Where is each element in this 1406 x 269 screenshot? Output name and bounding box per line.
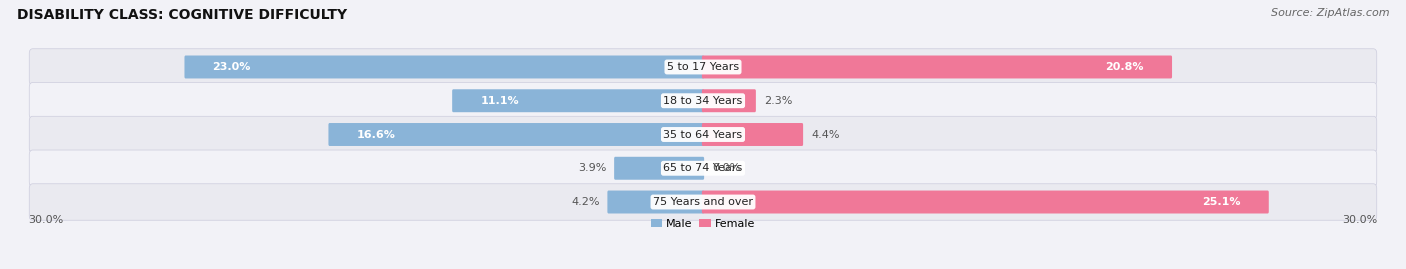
Text: 3.9%: 3.9% [578, 163, 606, 173]
Text: DISABILITY CLASS: COGNITIVE DIFFICULTY: DISABILITY CLASS: COGNITIVE DIFFICULTY [17, 8, 347, 22]
Text: 18 to 34 Years: 18 to 34 Years [664, 96, 742, 106]
Text: 25.1%: 25.1% [1202, 197, 1240, 207]
FancyBboxPatch shape [30, 116, 1376, 153]
Text: 16.6%: 16.6% [357, 129, 395, 140]
Text: 20.8%: 20.8% [1105, 62, 1144, 72]
Text: 23.0%: 23.0% [212, 62, 250, 72]
Text: 2.3%: 2.3% [763, 96, 792, 106]
Text: 30.0%: 30.0% [1343, 215, 1378, 225]
FancyBboxPatch shape [30, 49, 1376, 85]
FancyBboxPatch shape [30, 83, 1376, 119]
FancyBboxPatch shape [614, 157, 704, 180]
FancyBboxPatch shape [702, 89, 756, 112]
Text: 11.1%: 11.1% [481, 96, 519, 106]
Text: Source: ZipAtlas.com: Source: ZipAtlas.com [1271, 8, 1389, 18]
FancyBboxPatch shape [702, 55, 1173, 79]
Text: 5 to 17 Years: 5 to 17 Years [666, 62, 740, 72]
FancyBboxPatch shape [184, 55, 704, 79]
Legend: Male, Female: Male, Female [651, 218, 755, 229]
FancyBboxPatch shape [30, 150, 1376, 186]
Text: 35 to 64 Years: 35 to 64 Years [664, 129, 742, 140]
Text: 4.4%: 4.4% [811, 129, 839, 140]
Text: 4.2%: 4.2% [571, 197, 599, 207]
Text: 0.0%: 0.0% [711, 163, 740, 173]
FancyBboxPatch shape [607, 190, 704, 214]
FancyBboxPatch shape [30, 184, 1376, 220]
Text: 65 to 74 Years: 65 to 74 Years [664, 163, 742, 173]
FancyBboxPatch shape [329, 123, 704, 146]
FancyBboxPatch shape [702, 123, 803, 146]
Text: 30.0%: 30.0% [28, 215, 63, 225]
FancyBboxPatch shape [702, 190, 1268, 214]
Text: 75 Years and over: 75 Years and over [652, 197, 754, 207]
FancyBboxPatch shape [453, 89, 704, 112]
